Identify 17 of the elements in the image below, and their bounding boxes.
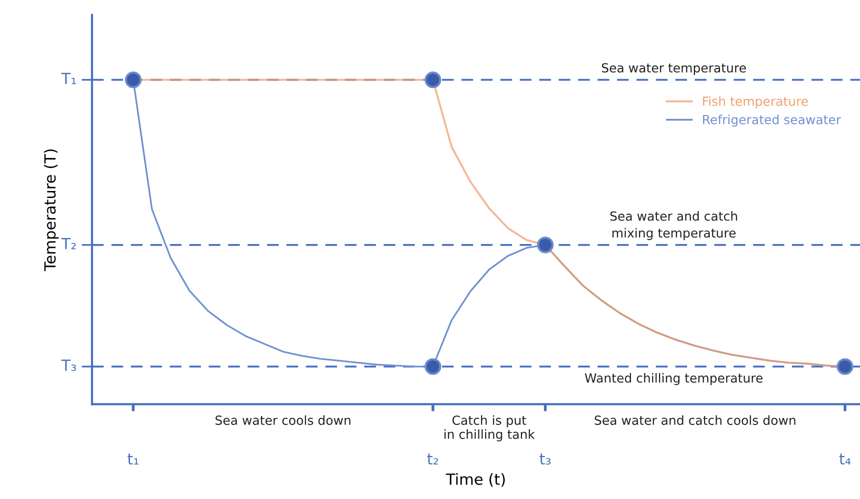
text: T₂ [61, 238, 76, 250]
x-tick-label: t₄ [839, 454, 851, 464]
text: Sea water cools down [216, 415, 350, 425]
text: T₃ [61, 360, 76, 371]
legend-label: Refrigerated seawater [703, 114, 842, 127]
ref-line-label: Wanted chilling temperature [584, 373, 763, 386]
text: Catch is put in chilling tank [444, 415, 535, 442]
legend-label: Fish temperature [703, 96, 808, 108]
text: Sea water and catch cools down [594, 415, 796, 425]
text: T₁ [61, 72, 76, 84]
x-tick-label: t₁ [128, 454, 138, 464]
ref-line-label: Sea water and catch mixing temperature [610, 211, 738, 240]
x-tick-label: t₂ [427, 454, 438, 464]
y-axis-title: Temperature (T) [44, 149, 59, 272]
ref-line-label: Sea water temperature [602, 63, 746, 75]
x-tick-label: t₃ [540, 454, 551, 465]
x-axis-title: Time (t) [446, 473, 505, 487]
